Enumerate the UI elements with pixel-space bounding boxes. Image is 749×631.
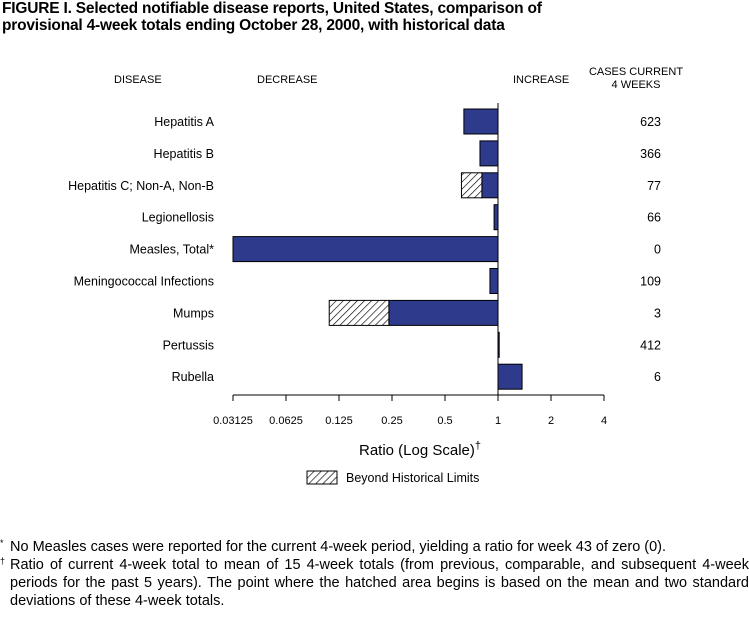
tick-label-4: 4: [601, 415, 607, 427]
bar-mumps: [388, 299, 499, 326]
cases-value-hepatitis-c-non-a-non-b: 77: [647, 179, 661, 193]
x-axis-ticks: 0.03125 0.0625 0.125 0.25 0.5 1 2 4: [213, 395, 607, 427]
header-cases-line-1: CASES CURRENT: [589, 66, 683, 78]
bar-rubella: [497, 363, 523, 390]
figure-title-line-2: provisional 4-week totals ending October…: [2, 17, 505, 34]
tick-label-0-5: 0.5: [437, 415, 452, 427]
footnote-mark: *: [0, 538, 4, 548]
x-axis-label: Ratio (Log Scale)†: [359, 440, 481, 459]
tick-label-1: 1: [495, 415, 501, 427]
header-increase: INCREASE: [513, 74, 569, 86]
bar-hatched-hepatitis-c-non-a-non-b: [460, 172, 483, 199]
bar-legionellosis: [493, 204, 499, 231]
tick-label-0-125: 0.125: [325, 415, 353, 427]
footnote-text: Ratio of current 4-week total to mean of…: [10, 557, 749, 609]
cases-value-mumps: 3: [654, 306, 661, 320]
tick-label-0-25: 0.25: [381, 415, 402, 427]
category-label-measles-total: Measles, Total*: [129, 243, 214, 257]
category-label-hepatitis-b: Hepatitis B: [154, 147, 214, 161]
category-label-meningococcal-infections: Meningococcal Infections: [74, 275, 214, 289]
header-cases-line-2: 4 WEEKS: [612, 79, 661, 91]
footnote-text: No Measles cases were reported for the c…: [10, 539, 667, 555]
category-label-hepatitis-a: Hepatitis A: [154, 115, 214, 129]
cases-value-hepatitis-a: 623: [640, 115, 661, 129]
footnotes: * No Measles cases were reported for the …: [0, 538, 749, 610]
figure-title: FIGURE I. Selected notifiable disease re…: [2, 0, 747, 34]
tick-label-0-03125: 0.03125: [213, 415, 253, 427]
category-label-mumps: Mumps: [173, 306, 214, 320]
legend-label: Beyond Historical Limits: [346, 471, 479, 485]
tick-label-0-0625: 0.0625: [269, 415, 303, 427]
header-disease: DISEASE: [114, 74, 162, 86]
footnote-mark: †: [0, 556, 6, 566]
bar-hatched-mumps: [328, 299, 390, 326]
category-label-hepatitis-c-non-a-non-b: Hepatitis C; Non-A, Non-B: [68, 179, 214, 193]
cases-value-hepatitis-b: 366: [640, 147, 661, 161]
cases-value-rubella: 6: [654, 370, 661, 384]
cases-value-meningococcal-infections: 109: [640, 275, 661, 289]
legend-swatch: [306, 470, 338, 485]
bar-hepatitis-b: [479, 140, 499, 167]
category-label-rubella: Rubella: [172, 370, 214, 384]
cases-value-legionellosis: 66: [647, 211, 661, 225]
tick-label-2: 2: [548, 415, 554, 427]
bar-meningococcal-infections: [489, 268, 499, 294]
category-label-pertussis: Pertussis: [163, 338, 214, 352]
footnote-ratio: † Ratio of current 4-week total to mean o…: [0, 556, 749, 610]
bar-hepatitis-c-non-a-non-b: [481, 172, 499, 199]
bar-measles-total: [232, 236, 499, 263]
footnote-measles: * No Measles cases were reported for the …: [0, 538, 749, 556]
bar-chart: DISEASE DECREASE INCREASE CASES CURRENT …: [68, 66, 683, 485]
header-decrease: DECREASE: [257, 74, 318, 86]
cases-value-pertussis: 412: [640, 338, 661, 352]
bar-hepatitis-a: [463, 108, 499, 135]
cases-value-measles-total: 0: [654, 243, 661, 257]
figure-title-line-1: FIGURE I. Selected notifiable disease re…: [2, 0, 542, 17]
category-label-legionellosis: Legionellosis: [142, 211, 214, 225]
